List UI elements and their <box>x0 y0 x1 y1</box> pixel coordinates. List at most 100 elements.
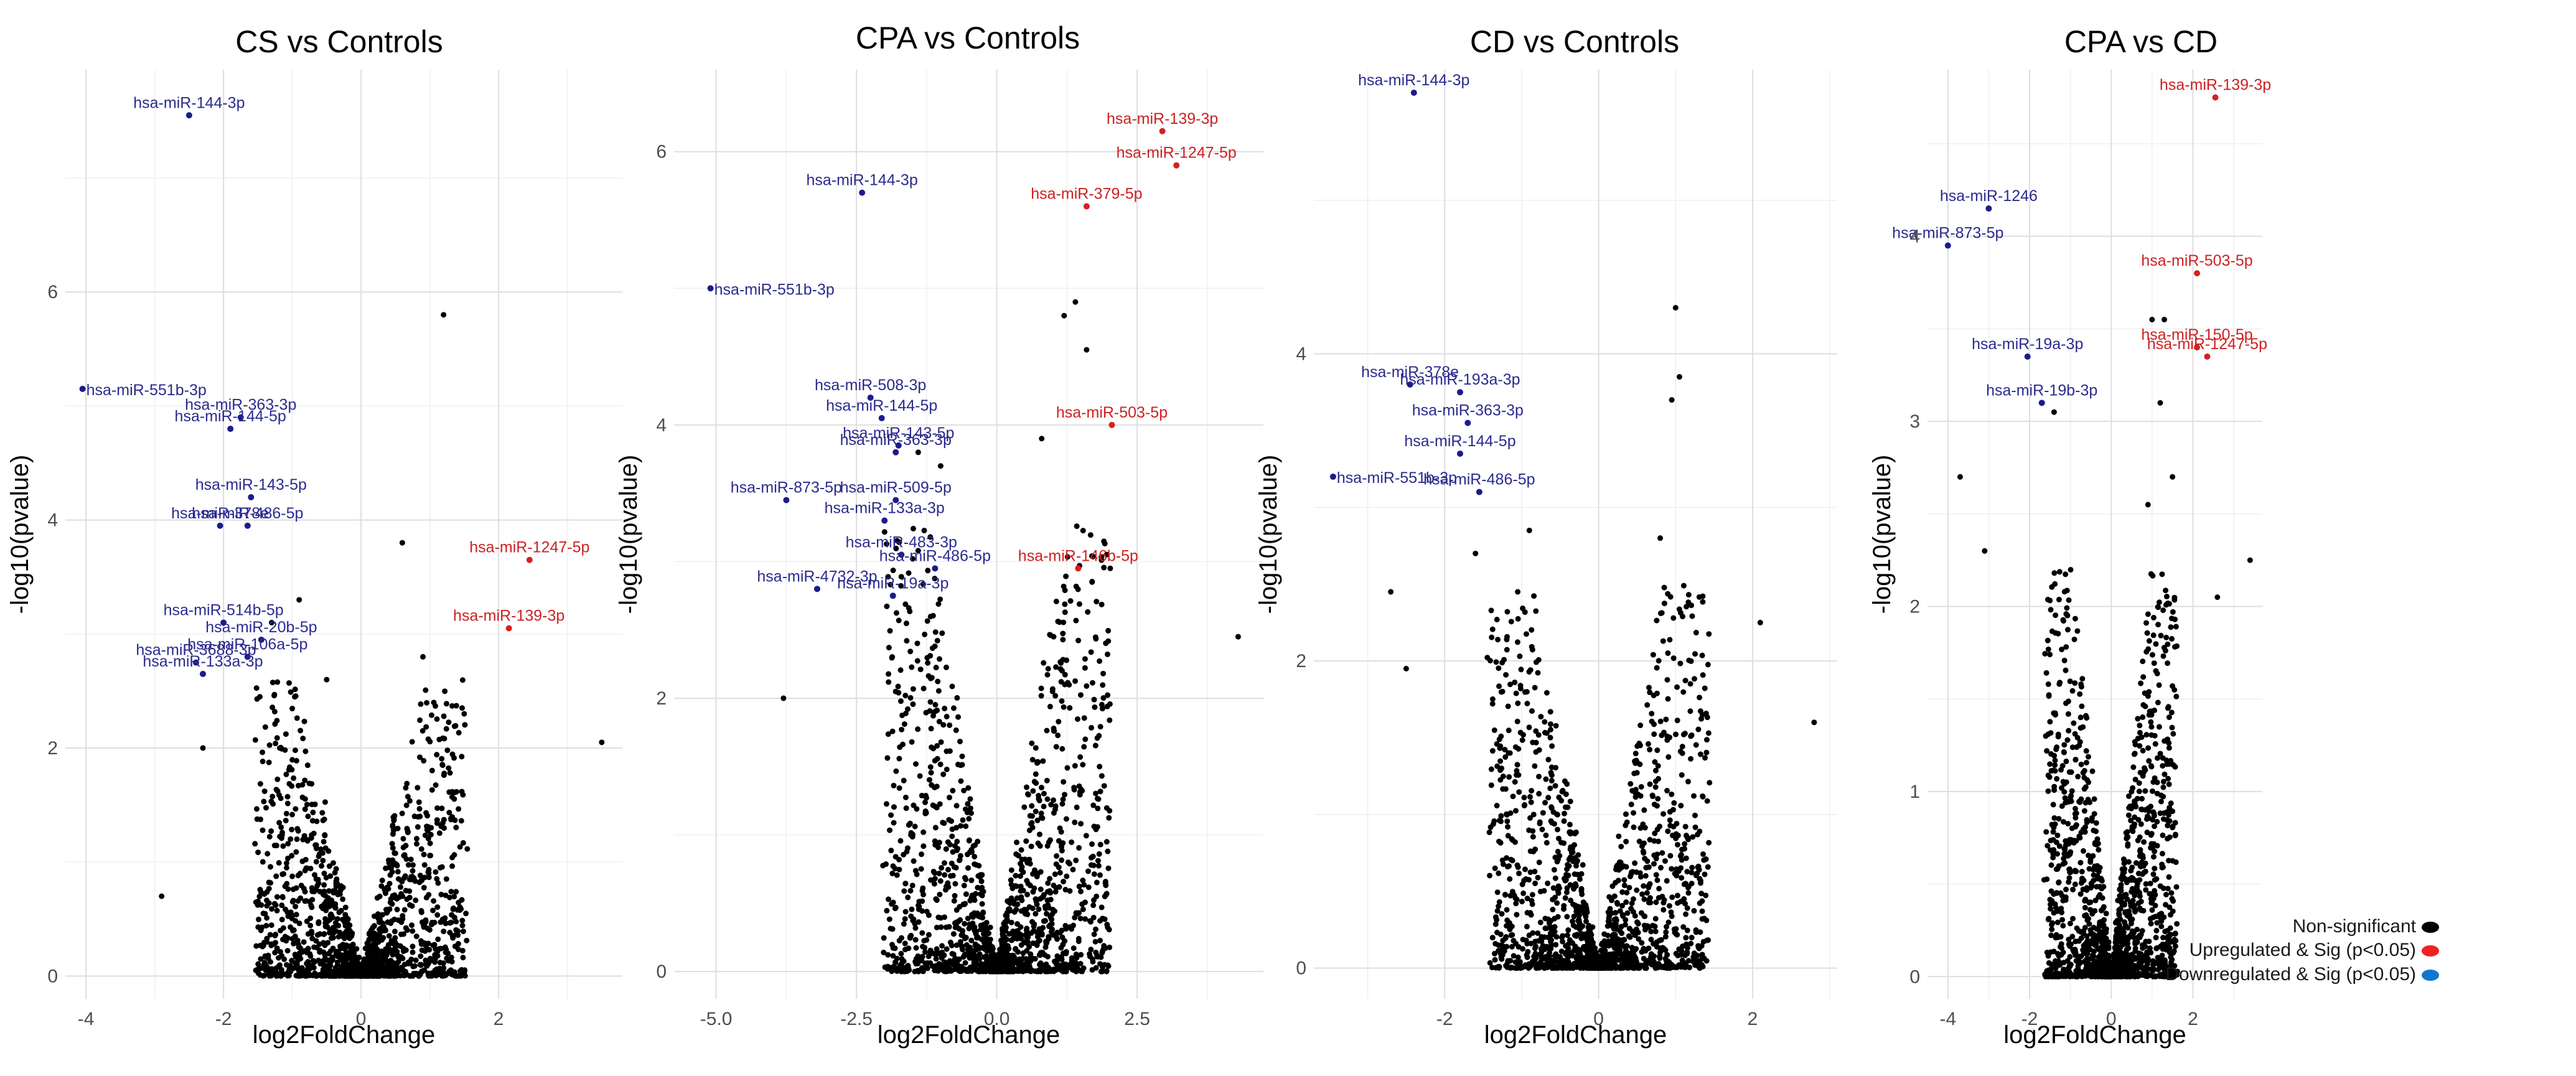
point-non-significant <box>927 534 934 540</box>
point-non-significant <box>1545 916 1552 922</box>
point-non-significant <box>964 851 970 858</box>
point-non-significant <box>1403 665 1409 671</box>
point-non-significant <box>1646 864 1652 870</box>
point-non-significant <box>423 894 429 901</box>
point-non-significant <box>1611 917 1618 923</box>
point-non-significant <box>1705 864 1711 870</box>
point-non-significant <box>1530 812 1537 818</box>
point-non-significant <box>263 805 269 811</box>
x-tick-label: -2 <box>215 1009 232 1029</box>
point-non-significant <box>414 841 420 847</box>
point-non-significant <box>406 888 413 894</box>
point-non-significant <box>959 762 965 768</box>
point-non-significant <box>271 941 277 947</box>
point-non-significant <box>935 844 941 851</box>
point-non-significant <box>1646 685 1652 691</box>
point-non-significant <box>941 860 947 866</box>
point-non-significant <box>375 953 382 959</box>
point-non-significant <box>394 970 400 976</box>
point-non-significant <box>1489 748 1496 754</box>
point-downregulated <box>813 586 820 592</box>
point-non-significant <box>1082 665 1088 671</box>
point-non-significant <box>892 688 899 695</box>
point-non-significant <box>429 787 435 793</box>
point-non-significant <box>1054 930 1061 936</box>
point-non-significant <box>293 912 299 918</box>
point-non-significant <box>1091 897 1097 903</box>
point-non-significant <box>394 906 400 912</box>
point-non-significant <box>276 859 282 866</box>
point-non-significant <box>1066 681 1072 688</box>
point-label: hsa-miR-379-5p <box>1031 185 1142 203</box>
point-non-significant <box>1008 919 1014 925</box>
point-non-significant <box>1651 731 1657 737</box>
point-non-significant <box>954 695 960 701</box>
point-non-significant <box>889 728 896 734</box>
point-non-significant <box>447 770 453 776</box>
point-non-significant <box>1567 821 1573 828</box>
point-non-significant <box>1555 856 1561 863</box>
point-non-significant <box>291 940 297 947</box>
point-non-significant <box>1080 528 1086 534</box>
point-non-significant <box>1553 942 1559 948</box>
point-upregulated <box>1075 565 1082 572</box>
point-non-significant <box>1631 810 1637 816</box>
point-non-significant <box>1052 807 1058 813</box>
point-non-significant <box>1575 871 1581 877</box>
point-non-significant <box>258 902 265 908</box>
point-non-significant <box>1671 800 1677 806</box>
point-non-significant <box>376 919 382 925</box>
point-non-significant <box>1008 965 1014 971</box>
point-non-significant <box>1487 658 1493 664</box>
point-upregulated <box>526 556 533 563</box>
point-non-significant <box>419 947 425 953</box>
point-non-significant <box>1652 778 1659 784</box>
point-non-significant <box>955 714 962 720</box>
point-non-significant <box>1095 796 1102 802</box>
point-non-significant <box>1059 857 1065 863</box>
point-non-significant <box>925 568 931 574</box>
point-non-significant <box>456 899 462 905</box>
point-non-significant <box>1590 940 1596 946</box>
point-non-significant <box>1076 601 1082 607</box>
point-non-significant <box>967 921 973 927</box>
point-non-significant <box>304 865 310 871</box>
point-non-significant <box>1033 780 1039 786</box>
point-non-significant <box>919 851 925 858</box>
point-non-significant <box>2054 832 2061 838</box>
point-non-significant <box>1623 899 1629 905</box>
point-non-significant <box>1092 926 1098 932</box>
point-non-significant <box>410 928 416 934</box>
point-non-significant <box>400 913 406 919</box>
point-non-significant <box>322 973 329 979</box>
point-non-significant <box>1621 882 1628 889</box>
point-non-significant <box>1007 900 1013 906</box>
point-non-significant <box>283 818 289 824</box>
point-non-significant <box>916 899 922 905</box>
point-non-significant <box>1702 871 1708 877</box>
point-non-significant <box>1091 871 1097 877</box>
point-non-significant <box>290 897 296 904</box>
point-non-significant <box>1044 889 1051 895</box>
point-downregulated <box>1476 489 1482 495</box>
point-non-significant <box>896 785 902 791</box>
point-non-significant <box>1059 698 1065 704</box>
point-non-significant <box>1044 671 1051 678</box>
point-non-significant <box>1576 912 1582 919</box>
point-non-significant <box>965 865 971 871</box>
x-tick-label: 0 <box>2106 1009 2117 1029</box>
point-non-significant <box>263 923 269 929</box>
point-non-significant <box>1538 714 1544 720</box>
point-non-significant <box>1637 722 1644 728</box>
point-non-significant <box>441 772 447 779</box>
point-non-significant <box>1505 833 1511 839</box>
point-non-significant <box>1517 965 1524 971</box>
point-non-significant <box>1545 757 1552 763</box>
point-non-significant <box>1057 666 1064 672</box>
point-non-significant <box>1498 813 1504 819</box>
point-non-significant <box>919 887 925 894</box>
point-non-significant <box>1570 901 1576 907</box>
point-non-significant <box>1529 647 1535 653</box>
point-non-significant <box>385 919 391 925</box>
